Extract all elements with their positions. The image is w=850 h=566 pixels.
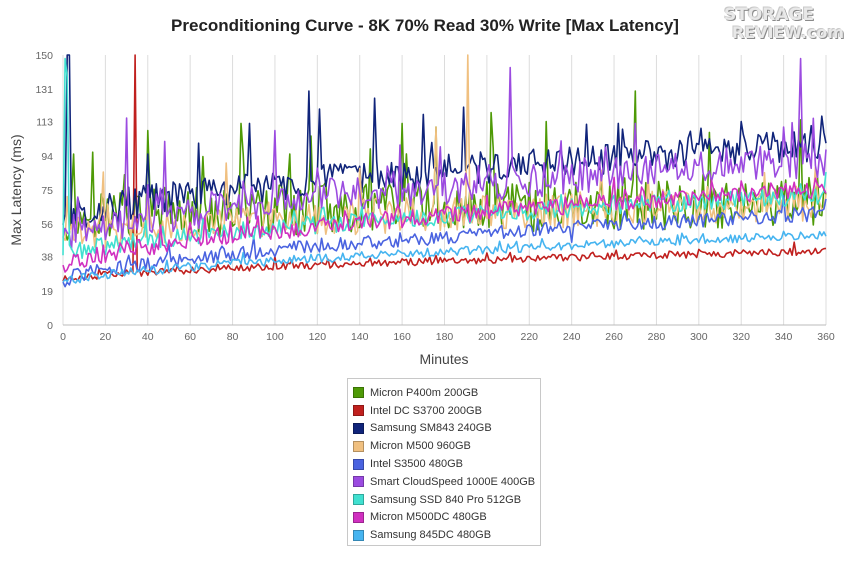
legend-label: Micron P400m 200GB: [370, 386, 479, 399]
series-line-7: [62, 176, 827, 273]
legend-label: Samsung 845DC 480GB: [370, 529, 492, 542]
x-tick-label: 320: [732, 331, 750, 343]
x-axis-title: Minutes: [419, 351, 468, 367]
chart-title: Preconditioning Curve - 8K 70% Read 30% …: [171, 16, 679, 35]
x-tick-label: 280: [648, 331, 666, 343]
x-tick-label: 260: [605, 331, 623, 343]
storagereview-logo: STORAGE REVIEW.com: [724, 5, 845, 46]
y-tick-label: 94: [41, 151, 53, 163]
legend-swatch: [353, 529, 364, 541]
legend-item[interactable]: Intel S3500 480GB: [353, 455, 540, 473]
legend-item[interactable]: Smart CloudSpeed 1000E 400GB: [353, 473, 540, 491]
legend-swatch: [353, 458, 364, 470]
axis-layer: 0 20 40 60 80 100 120 140 160 180 200 220 240 260 280 3…: [35, 50, 834, 343]
x-tick-label: 40: [142, 331, 154, 343]
series-layer: [62, 54, 827, 288]
x-tick-label: 60: [184, 331, 196, 343]
y-tick-label: 150: [35, 50, 53, 62]
y-tick-label: 131: [35, 84, 53, 96]
legend-item[interactable]: Micron M500DC 480GB: [353, 509, 540, 527]
series-line-1: [62, 54, 827, 282]
x-tick-label: 20: [100, 331, 112, 343]
x-tick-label: 100: [266, 331, 284, 343]
legend-label: Micron M500 960GB: [370, 440, 471, 453]
legend-label: Micron M500DC 480GB: [370, 511, 487, 524]
x-tick-label: 80: [227, 331, 239, 343]
x-tick-label: 200: [478, 331, 496, 343]
y-tick-label: 75: [41, 185, 53, 197]
legend-item[interactable]: Micron M500 960GB: [353, 437, 540, 455]
x-tick-label: 360: [817, 331, 835, 343]
legend-swatch: [353, 405, 364, 417]
legend-swatch: [353, 440, 364, 452]
x-tick-label: 140: [351, 331, 369, 343]
legend-label: Intel S3500 480GB: [370, 458, 463, 471]
y-tick-label: 38: [41, 252, 53, 264]
x-tick-label: 340: [775, 331, 793, 343]
legend-label: Smart CloudSpeed 1000E 400GB: [370, 475, 536, 488]
x-tick-label: 160: [393, 331, 411, 343]
legend-item[interactable]: Micron P400m 200GB: [353, 384, 540, 402]
series-line-5: [62, 57, 827, 250]
legend-label: Samsung SM843 240GB: [370, 422, 492, 435]
legend-swatch: [353, 387, 364, 399]
y-tick-label: 56: [41, 219, 53, 231]
legend-swatch: [353, 494, 364, 506]
series-line-6: [62, 57, 827, 260]
series-line-4: [62, 194, 827, 288]
y-tick-label: 113: [36, 117, 53, 129]
series-line-8: [62, 230, 827, 284]
legend-swatch: [353, 422, 364, 434]
legend-swatch: [353, 476, 364, 488]
x-tick-label: 180: [436, 331, 454, 343]
legend-label: Intel DC S3700 200GB: [370, 404, 482, 417]
series-line-2: [62, 54, 827, 229]
y-tick-label: 19: [41, 286, 53, 298]
logo-line-2: REVIEW.com: [732, 23, 845, 42]
legend-item[interactable]: Intel DC S3700 200GB: [353, 402, 540, 420]
legend: Micron P400m 200GB Intel DC S3700 200GB Sa…: [347, 378, 541, 546]
legend-label: Samsung SSD 840 Pro 512GB: [370, 493, 522, 506]
x-tick-label: 120: [309, 331, 327, 343]
x-tick-label: 300: [690, 331, 708, 343]
legend-item[interactable]: Samsung SSD 840 Pro 512GB: [353, 491, 540, 509]
x-tick-label: 220: [521, 331, 539, 343]
y-axis-title: Max Latency (ms): [8, 134, 24, 245]
y-tick-label: 0: [47, 320, 53, 332]
logo-line-1: STORAGE: [724, 5, 815, 25]
legend-swatch: [353, 511, 364, 523]
legend-item[interactable]: Samsung SM843 240GB: [353, 420, 540, 438]
legend-item[interactable]: Samsung 845DC 480GB: [353, 526, 540, 544]
x-tick-label: 0: [60, 331, 66, 343]
x-tick-label: 240: [563, 331, 581, 343]
